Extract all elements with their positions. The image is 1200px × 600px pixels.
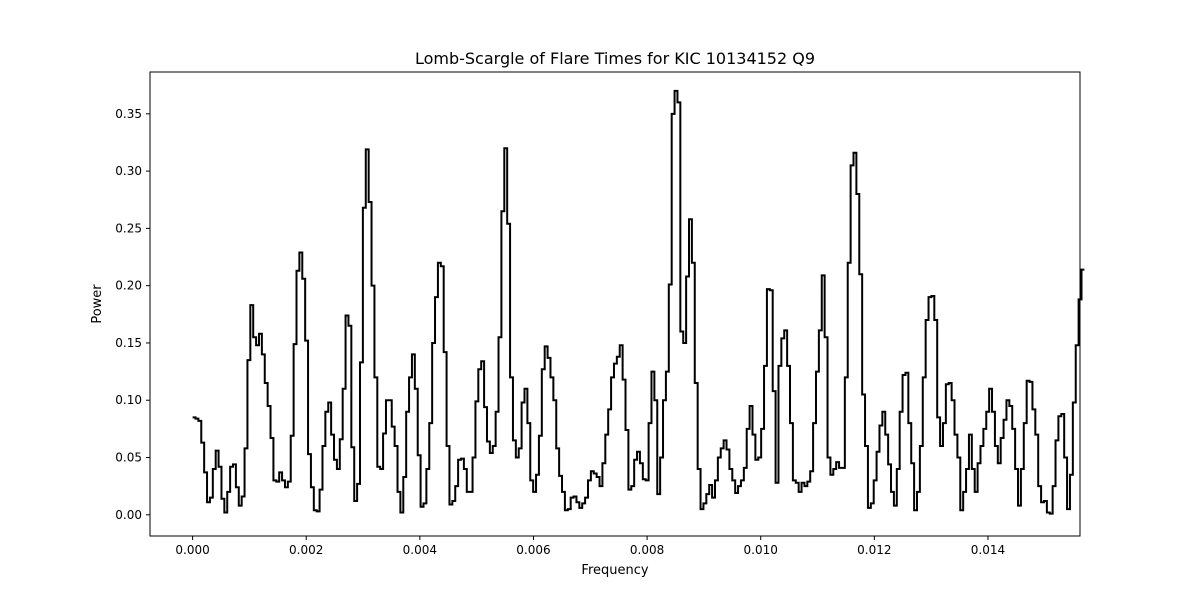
y-tick-label: 0.20 (115, 279, 142, 293)
y-tick-label: 0.05 (115, 451, 142, 465)
x-tick-label: 0.008 (630, 543, 664, 557)
y-tick-label: 0.30 (115, 164, 142, 178)
x-tick-label: 0.012 (857, 543, 891, 557)
x-tick-label: 0.002 (289, 543, 323, 557)
y-tick-label: 0.00 (115, 508, 142, 522)
x-axis-label: Frequency (581, 563, 648, 578)
x-tick-label: 0.006 (516, 543, 550, 557)
x-tick-label: 0.014 (971, 543, 1005, 557)
x-tick-label: 0.004 (403, 543, 437, 557)
x-tick-label: 0.000 (175, 543, 209, 557)
y-axis-label: Power (90, 284, 105, 324)
y-tick-label: 0.10 (115, 393, 142, 407)
y-tick-label: 0.25 (115, 221, 142, 235)
x-tick-label: 0.010 (744, 543, 778, 557)
plot-area-frame (149, 71, 1081, 537)
y-tick-label: 0.35 (115, 107, 142, 121)
y-axis: 0.00 0.05 0.10 0.15 0.20 0.25 0.30 0.35 (115, 107, 150, 522)
y-tick-label: 0.15 (115, 336, 142, 350)
chart-title: Lomb-Scargle of Flare Times for KIC 1013… (415, 49, 815, 68)
power-spectrum-line (192, 89, 1085, 515)
x-axis: 0.000 0.002 0.004 0.006 0.008 0.010 0.012 0.014 (175, 536, 1005, 557)
